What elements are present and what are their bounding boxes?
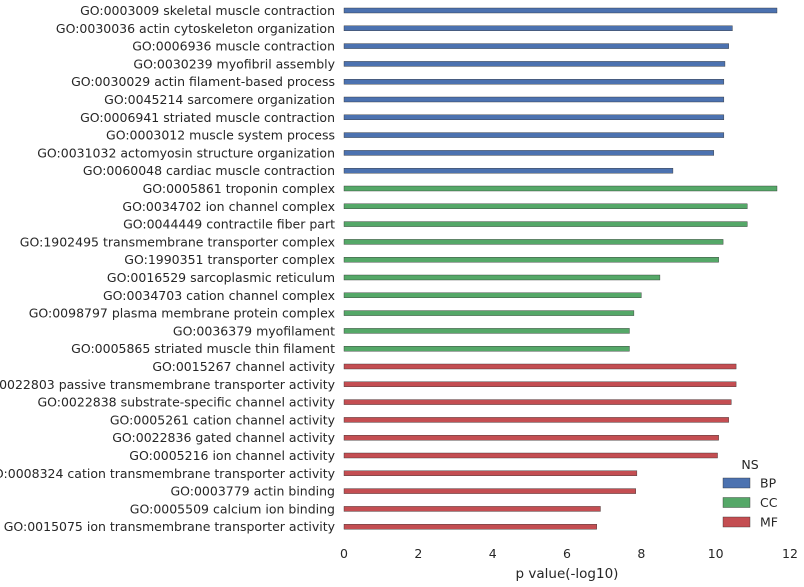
category-label: GO:0030036 actin cytoskeleton organizati… (56, 21, 335, 36)
category-label: GO:0005261 cation channel activity (110, 412, 336, 427)
category-label: GO:0022803 passive transmembrane transpo… (0, 377, 336, 392)
category-label: GO:0098797 plasma membrane protein compl… (29, 306, 335, 321)
legend-swatch (722, 516, 751, 528)
category-label: GO:1902495 transmembrane transporter com… (20, 234, 335, 249)
category-label: GO:0060048 cardiac muscle contraction (83, 163, 335, 178)
legend-entries: BP CC MF (722, 476, 778, 530)
bar (343, 435, 719, 441)
category-label: GO:0005216 ion channel activity (129, 448, 335, 463)
category-label: GO:0006936 muscle contraction (132, 39, 335, 54)
x-axis-ticks: 0 2 4 6 8 10 12 (340, 546, 798, 561)
x-tick-label: 2 (414, 546, 422, 561)
category-label: GO:0008324 cation transmembrane transpor… (0, 466, 336, 481)
legend-label: CC (760, 495, 778, 510)
category-label: GO:0015075 ion transmembrane transporter… (4, 519, 336, 534)
bar (343, 96, 725, 103)
bar (343, 185, 778, 192)
category-label: GO:0044449 contractile fiber part (123, 217, 335, 232)
bar (343, 328, 630, 334)
legend: NS BP CC MF (722, 457, 778, 530)
category-label: GO:0030239 myofibril assembly (133, 56, 335, 71)
bar (343, 78, 725, 85)
category-label: GO:0006941 striated muscle contraction (80, 110, 335, 125)
bar (343, 452, 718, 459)
bar (343, 257, 719, 263)
bar (343, 524, 597, 530)
bar (343, 399, 732, 405)
bar (343, 292, 642, 298)
category-label: GO:1990351 transporter complex (124, 252, 335, 267)
category-label: GO:0003779 actin binding (170, 484, 335, 499)
x-tick-label: 0 (340, 546, 348, 561)
legend-label: MF (760, 515, 778, 530)
x-tick-label: 10 (708, 546, 724, 561)
bars-layer (343, 7, 778, 530)
category-label: GO:0034703 cation channel complex (103, 288, 335, 303)
category-label: GO:0022838 substrate-specific channel ac… (37, 395, 335, 410)
bar (343, 167, 674, 174)
category-label: GO:0036379 myofilament (173, 323, 335, 338)
category-label: GO:0031032 actomyosin structure organiza… (37, 145, 335, 160)
category-label: GO:0005509 calcium ion binding (130, 501, 335, 516)
category-label: GO:0003009 skeletal muscle contraction (80, 3, 335, 18)
bar (343, 7, 778, 14)
category-label: GO:0034702 ion channel complex (122, 199, 335, 214)
category-label: GO:0030029 actin filament-based process (71, 74, 335, 89)
x-tick-label: 6 (563, 546, 571, 561)
bar (343, 150, 715, 156)
category-label: GO:0003012 muscle system process (106, 128, 335, 143)
bar (343, 274, 661, 281)
category-label: GO:0022836 gated channel activity (112, 430, 335, 445)
bar (343, 310, 635, 316)
bar (343, 470, 638, 476)
x-axis-label: p value(-log10) (516, 566, 619, 582)
category-label: GO:0016529 sarcoplasmic reticulum (107, 270, 335, 285)
bar (343, 506, 601, 512)
category-labels: GO:0003009 skeletal muscle contraction GO… (0, 3, 336, 534)
bar (343, 203, 748, 210)
bar (343, 221, 748, 227)
bar (343, 363, 737, 370)
bar (343, 132, 725, 138)
bar (343, 114, 725, 121)
bar (343, 239, 724, 245)
bar (343, 61, 726, 67)
category-label: GO:0015267 channel activity (152, 359, 335, 374)
category-label: GO:0045214 sarcomere organization (104, 92, 335, 107)
x-tick-label: 8 (637, 546, 645, 561)
category-label: GO:0005865 striated muscle thin filament (71, 341, 335, 356)
bar (343, 25, 733, 31)
bar (343, 417, 729, 423)
x-tick-label: 12 (782, 546, 798, 561)
x-tick-label: 4 (489, 546, 497, 561)
bar (343, 381, 737, 387)
category-label: GO:0005861 troponin complex (143, 181, 335, 196)
legend-title: NS (741, 457, 758, 472)
legend-swatch (722, 497, 751, 508)
bar (343, 43, 729, 49)
bar (343, 488, 636, 494)
legend-label: BP (760, 476, 777, 491)
bar (343, 346, 630, 352)
legend-swatch (722, 477, 751, 489)
